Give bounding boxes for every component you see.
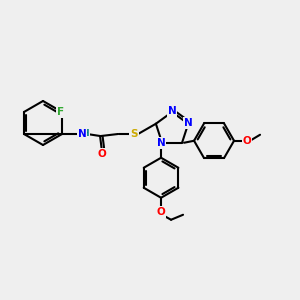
Text: N: N bbox=[184, 118, 193, 128]
Text: N: N bbox=[168, 106, 176, 116]
Text: O: O bbox=[157, 207, 165, 217]
Text: O: O bbox=[243, 136, 251, 146]
Text: O: O bbox=[98, 149, 106, 159]
Text: N: N bbox=[157, 138, 165, 148]
Text: S: S bbox=[130, 129, 138, 139]
Text: H: H bbox=[81, 128, 89, 137]
Text: F: F bbox=[58, 107, 64, 117]
Text: N: N bbox=[78, 129, 86, 139]
